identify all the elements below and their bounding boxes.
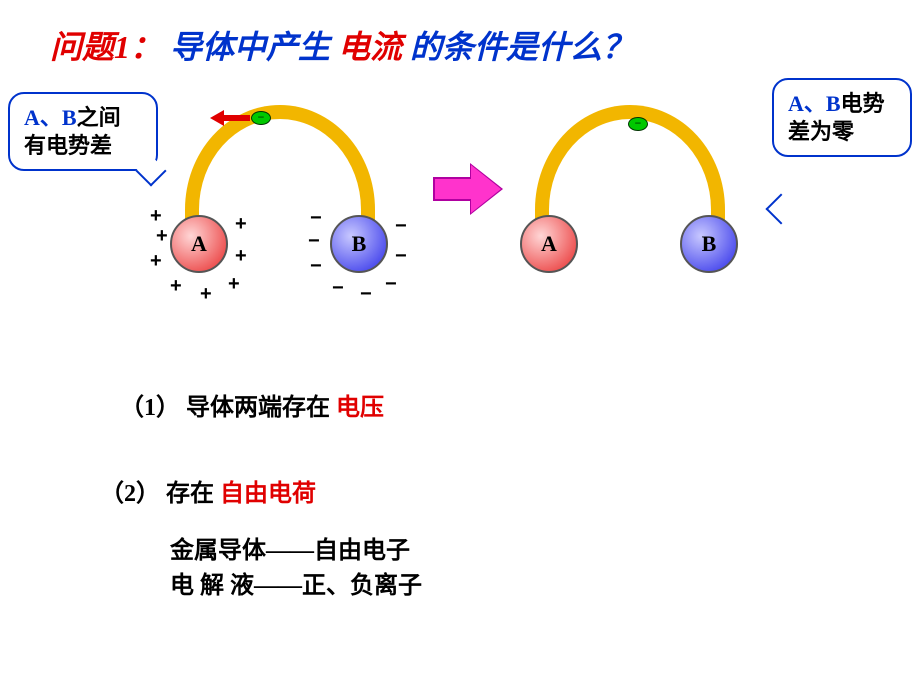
sphere-b-left: B [330,215,388,273]
minus-icon: − [332,277,344,300]
minus-icon: − [360,283,372,306]
answer-2-key: 自由电荷 [220,481,316,507]
electron-left-icon: − [251,111,271,125]
answer-1-key: 电压 [336,395,384,421]
minus-icon: − [385,273,397,296]
title-highlight: 电流 [338,29,402,65]
callout-right: A、B电势差为零 [772,78,912,157]
sphere-a-left: A [170,215,228,273]
answer-detail-metal: 金属导体——自由电子 [170,535,410,569]
title-part-before: 导体中产生 [170,29,330,65]
answer-2: （2） 存在 自由电荷 [100,478,316,512]
physics-diagram: − − A B A B + + + + + + + + − − − − − − … [150,95,770,315]
plus-icon: + [235,245,247,268]
minus-icon: − [310,255,322,278]
callout-right-tail [765,193,796,224]
title-part-label: 问题1： [50,29,162,65]
question-title: 问题1： 导体中产生 电流 的条件是什么？ [50,22,634,68]
answer-2-text: 存在 [166,481,214,507]
sphere-a-right: A [520,215,578,273]
title-part-after: 的条件是什么？ [410,29,634,65]
answer-detail-electrolyte: 电 解 液——正、负离子 [170,570,422,604]
plus-icon: + [156,225,168,248]
minus-icon: − [395,215,407,238]
electron-right-icon: − [628,117,648,131]
sphere-b-right: B [680,215,738,273]
minus-icon: − [310,207,322,230]
answer-1-text: 导体两端存在 [186,395,330,421]
answer-1-label: （1） [120,395,180,421]
minus-icon: − [308,230,320,253]
plus-icon: + [228,273,240,296]
plus-icon: + [150,250,162,273]
electron-direction-arrow-icon [210,110,250,126]
callout-left: A、B之间有电势差 [8,92,158,171]
answer-1: （1） 导体两端存在 电压 [120,392,384,426]
callout-right-ab: A、B [788,91,841,116]
transition-arrow-icon [433,165,503,213]
callout-left-ab: A、B [24,105,77,130]
plus-icon: + [235,213,247,236]
plus-icon: + [170,275,182,298]
white-box [40,295,130,425]
minus-icon: − [395,245,407,268]
plus-icon: + [200,283,212,306]
answer-2-label: （2） [100,481,160,507]
